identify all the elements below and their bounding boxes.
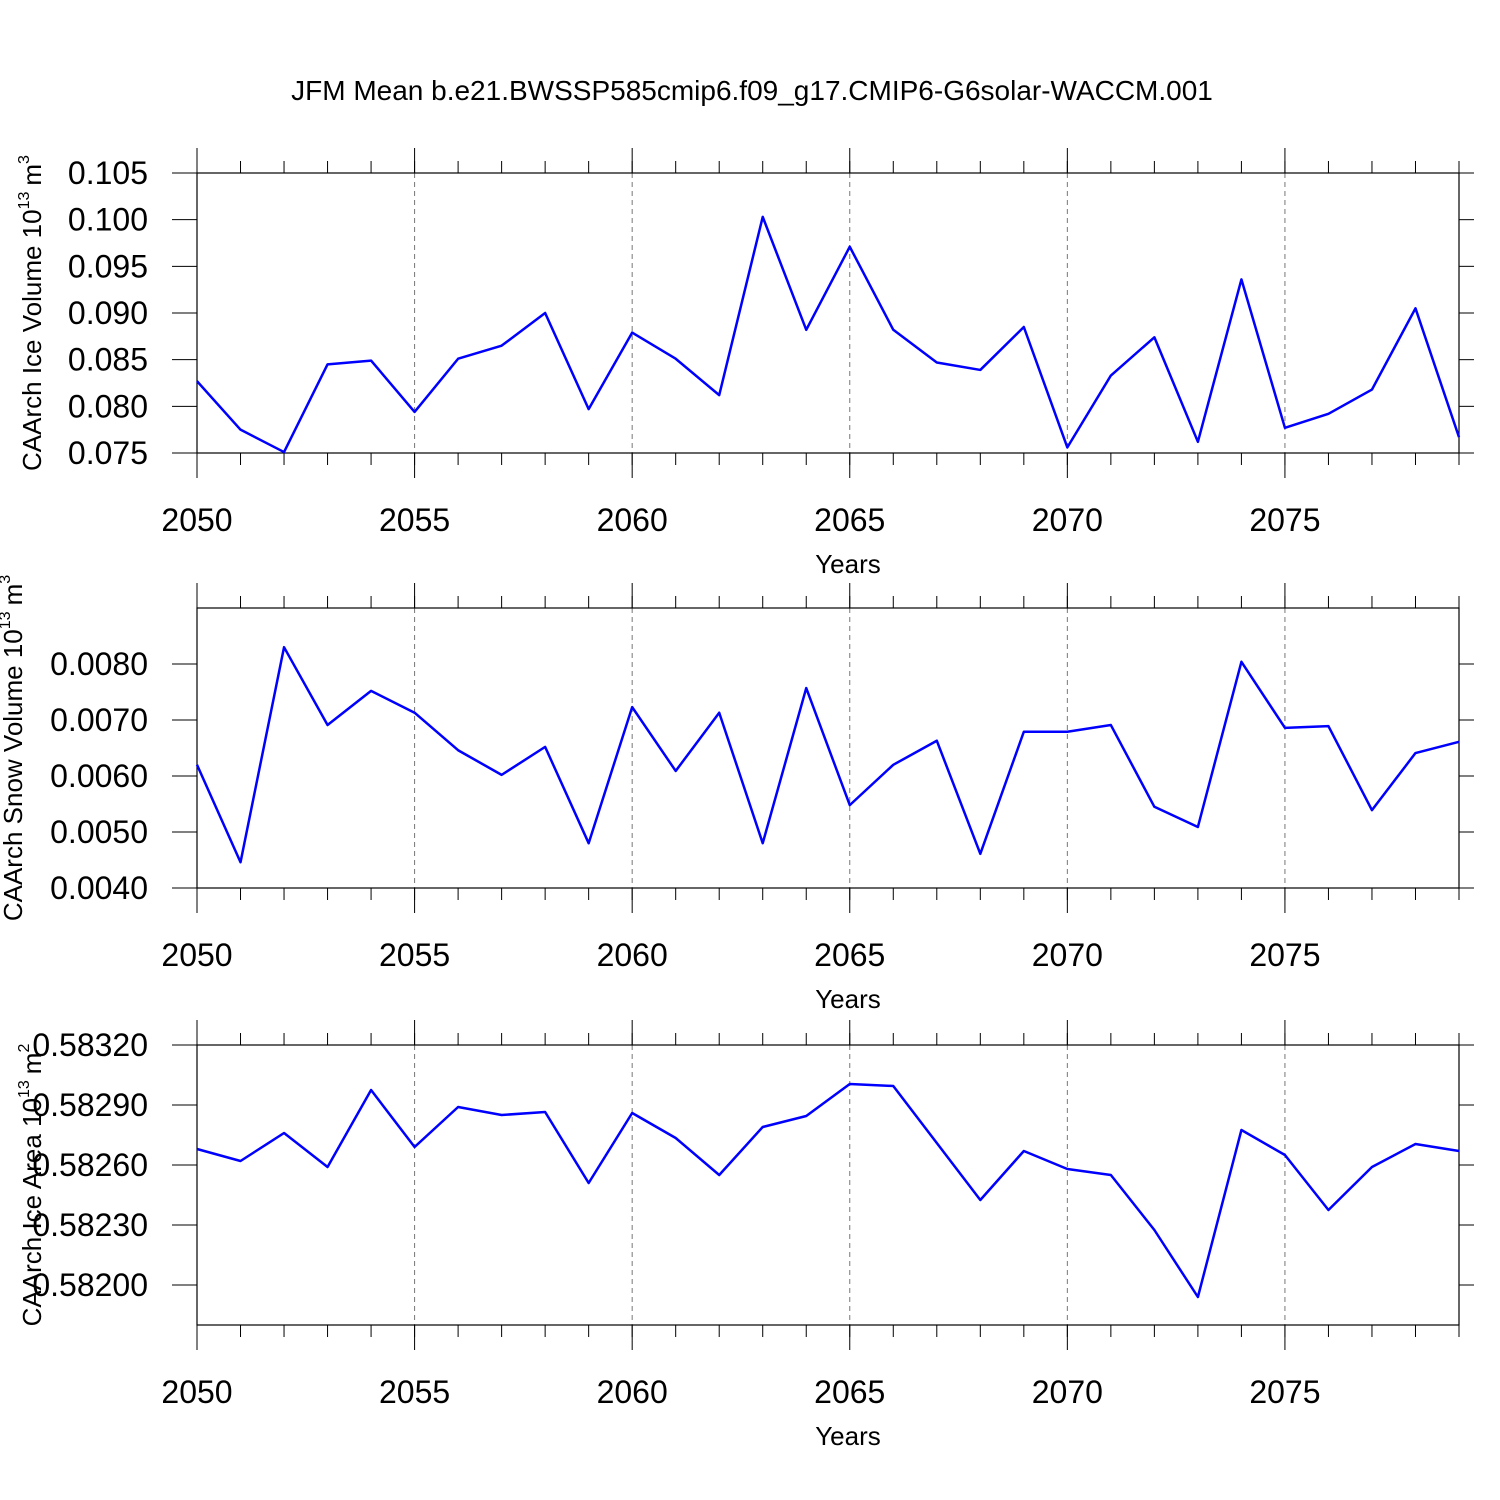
y-axis-label-part: CAArch Ice Volume 10 xyxy=(17,209,47,471)
x-tick-label: 2075 xyxy=(1249,1374,1320,1410)
x-tick-label: 2075 xyxy=(1249,937,1320,973)
plot-frame xyxy=(196,607,1460,889)
x-tick-label: 2070 xyxy=(1032,937,1103,973)
plot-frame xyxy=(196,1044,1460,1326)
y-tick-label: 0.100 xyxy=(68,202,148,238)
y-tick-label: 0.095 xyxy=(68,248,148,284)
x-tick-label: 2055 xyxy=(379,1374,450,1410)
x-axis-label: Years xyxy=(815,984,881,1014)
plot-frame xyxy=(196,172,1460,454)
y-axis-label-part: CAArch Ice Area 10 xyxy=(17,1098,47,1326)
y-axis-label-superscript: 13 xyxy=(16,1080,33,1098)
x-tick-label: 2055 xyxy=(379,937,450,973)
x-axis-label: Years xyxy=(815,1421,881,1451)
x-tick-label: 2050 xyxy=(161,1374,232,1410)
y-tick-label: 0.0060 xyxy=(50,758,148,794)
x-tick-label: 2075 xyxy=(1249,502,1320,538)
y-tick-label: 0.58200 xyxy=(32,1267,148,1303)
figure-title: JFM Mean b.e21.BWSSP585cmip6.f09_g17.CMI… xyxy=(291,75,1213,106)
y-axis-label-superscript: 3 xyxy=(0,575,14,584)
data-line xyxy=(196,1082,1460,1299)
data-line xyxy=(195,645,1460,864)
y-tick-label: 0.105 xyxy=(68,155,148,191)
y-axis-label-part: CAArch Snow Volume 10 xyxy=(0,629,28,921)
y-axis-label-part: m xyxy=(17,164,47,186)
x-tick-label: 2060 xyxy=(597,502,668,538)
x-tick-label: 2050 xyxy=(161,502,232,538)
y-tick-label: 0.080 xyxy=(68,388,148,424)
x-tick-label: 2060 xyxy=(597,937,668,973)
y-tick-label: 0.58230 xyxy=(32,1207,148,1243)
y-tick-label: 0.090 xyxy=(68,295,148,331)
x-tick-label: 2060 xyxy=(597,1374,668,1410)
data-line xyxy=(196,215,1461,454)
y-tick-label: 0.085 xyxy=(68,342,148,378)
x-tick-label: 2070 xyxy=(1032,502,1103,538)
y-axis-label-superscript: 3 xyxy=(16,155,33,164)
x-tick-label: 2050 xyxy=(161,937,232,973)
y-axis-label-part: m xyxy=(0,584,28,606)
y-tick-label: 0.0070 xyxy=(50,702,148,738)
x-tick-label: 2065 xyxy=(814,1374,885,1410)
y-tick-label: 0.0050 xyxy=(50,814,148,850)
y-tick-label: 0.58260 xyxy=(32,1147,148,1183)
y-axis-label-part: m xyxy=(17,1053,47,1075)
y-axis-label-superscript: 2 xyxy=(16,1044,33,1053)
y-tick-label: 0.075 xyxy=(68,435,148,471)
y-axis-label-superscript: 13 xyxy=(0,611,14,629)
y-tick-label: 0.58290 xyxy=(32,1087,148,1123)
y-axis-label: CAArch Snow Volume 1013 m3 xyxy=(0,575,28,921)
y-axis-label-superscript: 13 xyxy=(16,192,33,210)
y-tick-label: 0.58320 xyxy=(32,1027,148,1063)
x-tick-label: 2065 xyxy=(814,937,885,973)
y-axis-label: CAArch Ice Volume 1013 m3 xyxy=(16,155,47,471)
x-tick-label: 2070 xyxy=(1032,1374,1103,1410)
y-tick-label: 0.0040 xyxy=(50,870,148,906)
x-axis-label: Years xyxy=(815,549,881,579)
y-tick-label: 0.0080 xyxy=(50,646,148,682)
x-tick-label: 2065 xyxy=(814,502,885,538)
x-tick-label: 2055 xyxy=(379,502,450,538)
y-axis-label: CAArch Ice Area 1013 m2 xyxy=(16,1044,47,1327)
